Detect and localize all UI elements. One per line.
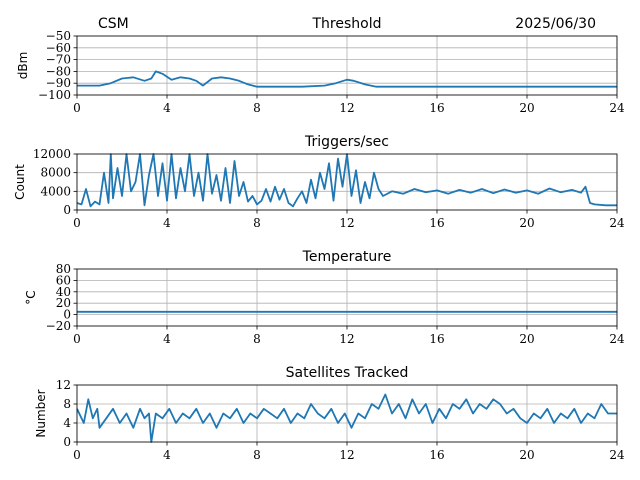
panel-triggers: Triggers/sec 0 4 8 12 16 20 24 0 4000 8000 12000 Cou…	[13, 134, 625, 230]
temperature-ytick-label: 60	[56, 273, 71, 287]
satellites-title: Satellites Tracked	[286, 365, 409, 381]
temperature-ytick-label: 0	[63, 308, 71, 322]
panel-threshold: Threshold 0 4 8 12 16 20 24 −100−90−80−70−60−50 d…	[16, 16, 625, 115]
triggers-ylabel: Count	[13, 164, 27, 200]
temperature-ytick-label: 20	[56, 296, 71, 310]
triggers-title: Triggers/sec	[304, 134, 389, 150]
temperature-xtick-label: 16	[429, 332, 444, 346]
temperature-title: Temperature	[302, 249, 392, 265]
satellites-ytick-label: 12	[56, 378, 71, 392]
triggers-ytick-label: 12000	[33, 147, 71, 161]
temperature-ytick-label: −20	[46, 319, 71, 333]
threshold-xtick-label: 4	[163, 101, 171, 115]
threshold-title: Threshold	[312, 16, 382, 32]
temperature-xtick-label: 4	[163, 332, 171, 346]
satellites-xtick-label: 4	[163, 448, 171, 462]
triggers-xtick-label: 12	[339, 216, 354, 230]
satellites-xtick-label: 20	[519, 448, 534, 462]
triggers-xtick-label: 0	[73, 216, 81, 230]
satellites-xtick-label: 12	[339, 448, 354, 462]
threshold-ytick-label: −70	[46, 53, 71, 67]
triggers-xtick-label: 16	[429, 216, 444, 230]
triggers-series-line	[76, 153, 617, 208]
threshold-ytick-label: −100	[38, 88, 71, 102]
satellites-xtick-label: 8	[253, 448, 261, 462]
threshold-xtick-label: 8	[253, 101, 261, 115]
triggers-xtick-label: 4	[163, 216, 171, 230]
satellites-series-line	[76, 393, 617, 443]
temperature-ytick-label: 80	[56, 262, 71, 276]
temperature-xtick-label: 20	[519, 332, 534, 346]
satellites-xtick-label: 16	[429, 448, 444, 462]
threshold-ytick-label: −50	[46, 29, 71, 43]
temperature-ylabel: °C	[24, 290, 38, 304]
threshold-ytick-label: −90	[46, 76, 71, 90]
triggers-ytick-label: 8000	[40, 166, 71, 180]
temperature-xtick-label: 0	[73, 332, 81, 346]
triggers-xtick-label: 20	[519, 216, 534, 230]
satellites-ytick-label: 4	[63, 416, 71, 430]
threshold-xtick-label: 20	[519, 101, 534, 115]
triggers-xtick-label: 8	[253, 216, 261, 230]
temperature-xtick-label: 8	[253, 332, 261, 346]
temperature-xtick-label: 24	[609, 332, 625, 346]
station-label: CSM	[98, 16, 129, 32]
date-label: 2025/06/30	[515, 16, 596, 32]
triggers-xtick-label: 24	[609, 216, 625, 230]
threshold-xtick-label: 12	[339, 101, 354, 115]
threshold-ytick-label: −80	[46, 64, 71, 78]
temperature-xtick-label: 12	[339, 332, 354, 346]
satellites-xtick-label: 24	[609, 448, 625, 462]
triggers-ytick-label: 0	[63, 203, 71, 217]
threshold-xtick-label: 0	[73, 101, 81, 115]
threshold-series-line	[77, 70, 617, 88]
threshold-xtick-label: 16	[429, 101, 444, 115]
temperature-ytick-label: 40	[56, 285, 71, 299]
satellites-ytick-label: 8	[63, 397, 71, 411]
threshold-ytick-label: −60	[46, 41, 71, 55]
triggers-ytick-label: 4000	[40, 184, 71, 198]
satellites-ytick-label: 0	[63, 435, 71, 449]
satellites-xtick-label: 0	[73, 448, 81, 462]
satellites-ylabel: Number	[34, 389, 48, 437]
threshold-xtick-label: 24	[609, 101, 625, 115]
panel-satellites: Satellites Tracked 0 4 8 12 16 20 24 0 4 8 12 Number	[34, 365, 625, 462]
threshold-ylabel: dBm	[16, 52, 30, 80]
